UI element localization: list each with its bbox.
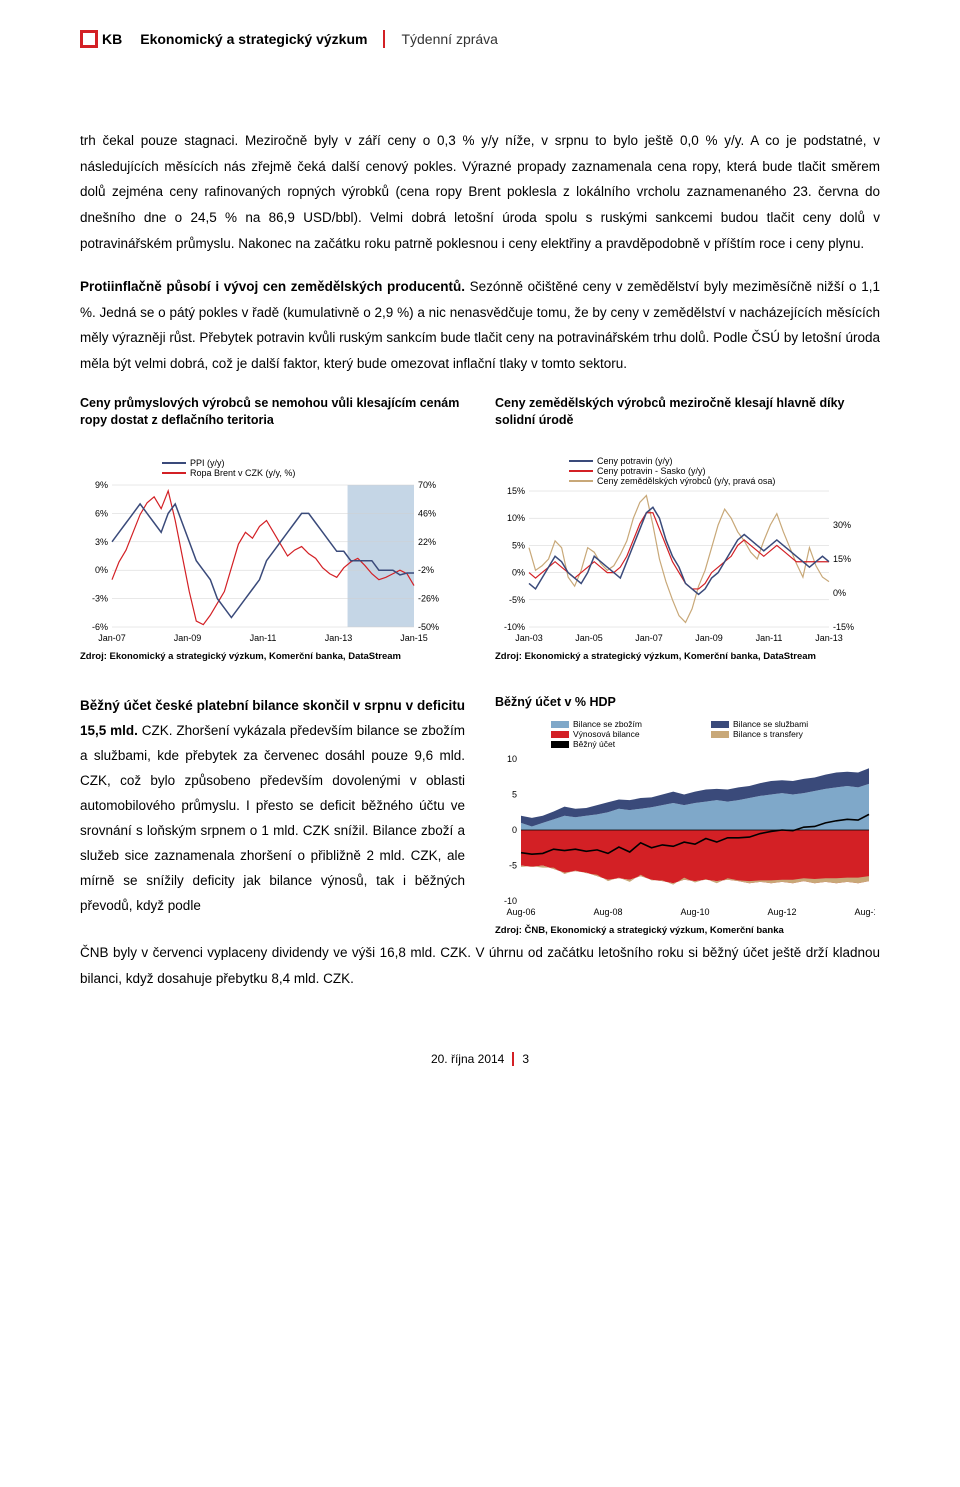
svg-text:Aug-10: Aug-10 [680, 907, 709, 917]
paragraph-3-left: Běžný účet české platební bilance skonči… [80, 694, 465, 937]
svg-text:Jan-05: Jan-05 [575, 633, 603, 643]
svg-text:70%: 70% [418, 480, 436, 490]
svg-text:15%: 15% [833, 554, 851, 564]
svg-text:30%: 30% [833, 520, 851, 530]
header-doc-type: Týdenní zpráva [401, 31, 498, 47]
svg-text:Jan-07: Jan-07 [635, 633, 663, 643]
svg-text:15%: 15% [507, 486, 525, 496]
svg-text:-10%: -10% [504, 622, 525, 632]
chart3-title: Běžný účet v % HDP [495, 694, 880, 712]
svg-text:Jan-11: Jan-11 [250, 633, 277, 643]
svg-text:10: 10 [507, 754, 517, 764]
chart2-source: Zdroj: Ekonomický a strategický výzkum, … [495, 651, 880, 662]
svg-text:5%: 5% [512, 540, 525, 550]
footer-separator [512, 1052, 514, 1066]
svg-text:Jan-13: Jan-13 [325, 633, 353, 643]
svg-text:6%: 6% [95, 508, 108, 518]
kb-logo-icon [80, 30, 98, 48]
svg-text:Jan-07: Jan-07 [98, 633, 126, 643]
page: KB Ekonomický a strategický výzkum Týden… [0, 0, 960, 1106]
svg-text:Aug-08: Aug-08 [593, 907, 622, 917]
svg-text:3%: 3% [95, 537, 108, 547]
svg-text:Bilance s transfery: Bilance s transfery [733, 729, 804, 739]
svg-text:-6%: -6% [92, 622, 108, 632]
svg-text:Jan-09: Jan-09 [695, 633, 723, 643]
svg-text:Bilance se zbožím: Bilance se zbožím [573, 719, 642, 729]
svg-text:Jan-13: Jan-13 [815, 633, 843, 643]
kb-logo-text: KB [102, 31, 122, 47]
header-separator [383, 30, 385, 48]
svg-text:Bilance se službami: Bilance se službami [733, 719, 808, 729]
lower-row: Běžný účet české platební bilance skonči… [80, 694, 880, 937]
svg-text:Jan-09: Jan-09 [174, 633, 202, 643]
svg-text:Aug-06: Aug-06 [506, 907, 535, 917]
chart1-plot: PPI (y/y)Ropa Brent v CZK (y/y, %) -6% -3%… [80, 455, 450, 645]
chart1-source: Zdroj: Ekonomický a strategický výzkum, … [80, 651, 465, 662]
svg-text:-2%: -2% [418, 565, 434, 575]
svg-text:5: 5 [512, 790, 517, 800]
svg-text:Jan-03: Jan-03 [515, 633, 543, 643]
kb-logo: KB [80, 30, 122, 48]
svg-text:-10: -10 [504, 896, 517, 906]
svg-text:9%: 9% [95, 480, 108, 490]
chart2-column: Ceny zemědělských výrobců meziročně kles… [495, 395, 880, 662]
chart2-plot: Ceny potravin (y/y)Ceny potravin - Sasko… [495, 455, 865, 645]
svg-text:-5: -5 [509, 861, 517, 871]
chart3-column: Běžný účet v % HDP Bilance se zbožímVýno… [495, 694, 880, 937]
charts-row-top: Ceny průmyslových výrobců se nemohou vůl… [80, 395, 880, 662]
svg-text:PPI (y/y): PPI (y/y) [190, 458, 225, 468]
svg-text:Aug-12: Aug-12 [767, 907, 796, 917]
svg-text:Běžný účet: Běžný účet [573, 739, 616, 749]
chart1-title: Ceny průmyslových výrobců se nemohou vůl… [80, 395, 465, 447]
svg-text:10%: 10% [507, 513, 525, 523]
svg-text:-15%: -15% [833, 622, 854, 632]
paragraph-3-rest: CZK. Zhoršení vykázala především bilance… [80, 723, 465, 913]
paragraph-2: Protiinflačně působí i vývoj cen zeměděl… [80, 274, 880, 377]
svg-text:Ceny potravin - Sasko (y/y): Ceny potravin - Sasko (y/y) [597, 466, 706, 476]
chart1-column: Ceny průmyslových výrobců se nemohou vůl… [80, 395, 465, 662]
svg-text:0%: 0% [95, 565, 108, 575]
svg-text:-26%: -26% [418, 593, 439, 603]
footer-date: 20. října 2014 [431, 1052, 504, 1066]
svg-text:Ceny zemědělských výrobců (y/y: Ceny zemědělských výrobců (y/y, pravá os… [597, 476, 775, 486]
svg-text:Ropa Brent v CZK (y/y, %): Ropa Brent v CZK (y/y, %) [190, 468, 295, 478]
svg-text:0: 0 [512, 825, 517, 835]
svg-text:Aug-14: Aug-14 [854, 907, 875, 917]
svg-text:-5%: -5% [509, 595, 525, 605]
paragraph-2-lead: Protiinflačně působí i vývoj cen zeměděl… [80, 279, 465, 294]
svg-text:-3%: -3% [92, 593, 108, 603]
svg-text:-50%: -50% [418, 622, 439, 632]
svg-text:22%: 22% [418, 537, 436, 547]
footer-page: 3 [522, 1052, 529, 1066]
chart3-source: Zdroj: ČNB, Ekonomický a strategický výz… [495, 925, 880, 936]
chart2-title: Ceny zemědělských výrobců meziročně kles… [495, 395, 880, 447]
chart3-plot: Bilance se zbožímVýnosová bilanceBěžný ú… [495, 719, 875, 919]
svg-text:0%: 0% [833, 588, 846, 598]
page-header: KB Ekonomický a strategický výzkum Týden… [80, 30, 880, 48]
header-department: Ekonomický a strategický výzkum [140, 31, 367, 47]
paragraph-1: trh čekal pouze stagnaci. Meziročně byly… [80, 128, 880, 256]
svg-text:46%: 46% [418, 508, 436, 518]
svg-text:Výnosová bilance: Výnosová bilance [573, 729, 640, 739]
svg-text:Ceny potravin (y/y): Ceny potravin (y/y) [597, 456, 673, 466]
paragraph-3-cont: ČNB byly v červenci vyplaceny dividendy … [80, 940, 880, 991]
page-footer: 20. října 2014 3 [80, 1052, 880, 1066]
svg-text:Jan-15: Jan-15 [400, 633, 428, 643]
svg-text:Jan-11: Jan-11 [756, 633, 783, 643]
svg-text:0%: 0% [512, 567, 525, 577]
